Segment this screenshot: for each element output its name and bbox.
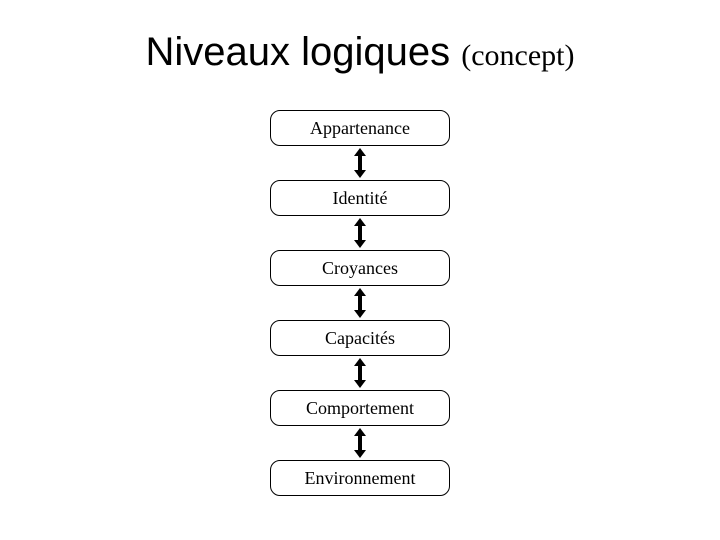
page-title: Niveaux logiques (concept) [0, 30, 720, 75]
level-label: Croyances [322, 258, 398, 279]
levels-diagram: Appartenance Identité Croyances Capacité… [270, 110, 450, 496]
level-label: Identité [333, 188, 388, 209]
level-box-environnement: Environnement [270, 460, 450, 496]
level-box-identite: Identité [270, 180, 450, 216]
title-sub: (concept) [461, 39, 574, 72]
double-arrow-icon [350, 146, 370, 180]
level-box-appartenance: Appartenance [270, 110, 450, 146]
double-arrow-icon [350, 216, 370, 250]
double-arrow-icon [350, 426, 370, 460]
title-main: Niveaux logiques [145, 30, 461, 74]
double-arrow-icon [350, 286, 370, 320]
level-label: Appartenance [310, 118, 410, 139]
level-label: Comportement [306, 398, 414, 419]
level-box-croyances: Croyances [270, 250, 450, 286]
double-arrow-icon [350, 356, 370, 390]
level-label: Environnement [305, 468, 416, 489]
level-box-comportement: Comportement [270, 390, 450, 426]
level-label: Capacités [325, 328, 395, 349]
level-box-capacites: Capacités [270, 320, 450, 356]
